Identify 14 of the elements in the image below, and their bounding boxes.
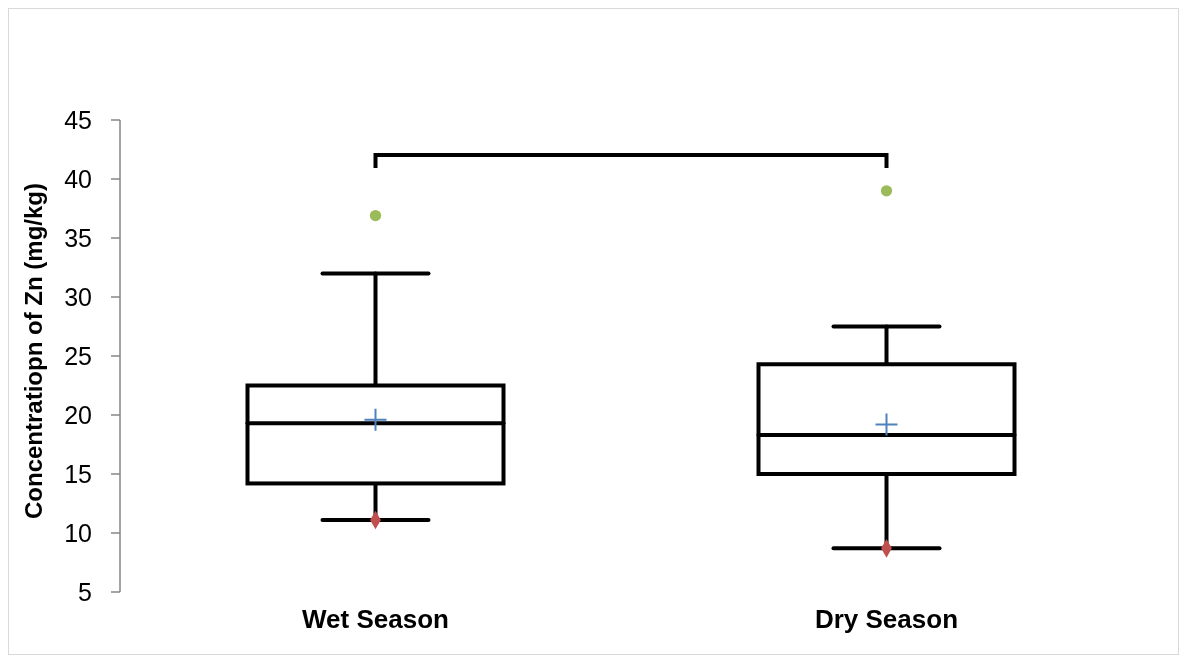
y-axis-title: Concentratiopn of Zn (mg/kg) xyxy=(20,183,47,519)
y-tick-label: 35 xyxy=(64,223,92,252)
y-tick-label: 40 xyxy=(64,164,92,193)
y-tick-label: 20 xyxy=(64,400,92,429)
y-tick-label: 45 xyxy=(64,105,92,134)
x-tick-label: Wet Season xyxy=(302,604,449,634)
point xyxy=(880,185,893,197)
x-tick-label: Dry Season xyxy=(814,604,959,634)
y-tick-label: 15 xyxy=(64,459,92,488)
y-tick-label: 10 xyxy=(64,518,92,547)
y-tick-label: 25 xyxy=(64,341,92,370)
y-tick-label: 5 xyxy=(78,577,92,606)
point xyxy=(369,209,382,222)
y-tick-label: 30 xyxy=(64,282,92,311)
